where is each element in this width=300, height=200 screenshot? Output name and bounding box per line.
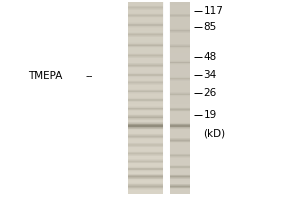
Text: (kD): (kD) xyxy=(203,128,226,138)
Text: 34: 34 xyxy=(203,70,217,80)
Text: --: -- xyxy=(85,71,93,81)
Text: 85: 85 xyxy=(203,22,217,32)
Text: 26: 26 xyxy=(203,88,217,98)
Text: 19: 19 xyxy=(203,110,217,120)
Text: 48: 48 xyxy=(203,52,217,62)
Text: TMEPA: TMEPA xyxy=(28,71,63,81)
Text: 117: 117 xyxy=(203,6,223,16)
